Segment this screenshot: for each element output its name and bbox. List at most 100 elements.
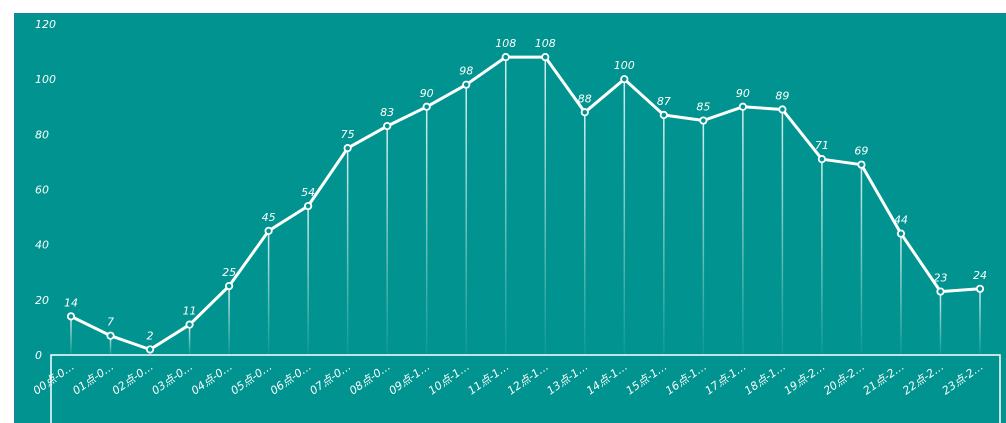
x-tick-label: 15点-1… <box>624 360 670 398</box>
x-tick-label: 10点-1… <box>426 360 472 398</box>
data-point <box>501 52 510 62</box>
series-line <box>69 55 982 351</box>
x-tick-label: 12点-1… <box>505 360 551 398</box>
y-tick-label: 0 <box>35 349 42 362</box>
data-label: 98 <box>459 65 473 78</box>
data-label: 54 <box>301 186 315 199</box>
data-label: 108 <box>535 37 556 50</box>
data-label: 89 <box>775 90 789 103</box>
data-label: 23 <box>933 272 947 285</box>
y-tick-label: 40 <box>35 239 49 252</box>
drop-line <box>188 324 191 355</box>
x-tick-label: 01点-0… <box>70 360 116 398</box>
data-point <box>975 284 985 293</box>
drop-line <box>821 159 823 355</box>
data-labels: 14 7 2 11 25 45 54 75 83 90 98 108 108 88 100 87 85 90 89 7… <box>64 37 987 342</box>
data-label: 45 <box>262 211 276 224</box>
drop-line <box>900 233 902 355</box>
drop-line <box>346 148 349 355</box>
data-label: 14 <box>64 296 78 309</box>
x-tick-label: 20点-2… <box>821 360 867 398</box>
data-point <box>343 144 352 153</box>
data-label: 87 <box>657 95 671 108</box>
x-tick-label: 23点-2… <box>940 360 986 398</box>
line-chart: 0 20 40 60 80 100 120 00点-0…01点-0…02点-0…03点-0…… <box>31 18 1001 423</box>
data-point <box>778 105 787 114</box>
drop-line <box>307 206 309 355</box>
data-point <box>264 226 273 235</box>
x-tick-label: 04点-0… <box>189 360 235 398</box>
drop-line <box>860 164 863 355</box>
data-point <box>620 75 629 84</box>
x-tick-label: 17点-1… <box>703 360 749 398</box>
drop-line <box>979 288 981 355</box>
data-point <box>857 160 866 169</box>
drop-line <box>70 316 72 355</box>
y-tick-label: 120 <box>35 18 56 31</box>
data-label: 71 <box>815 139 829 152</box>
drop-line <box>584 112 586 356</box>
data-label: 75 <box>341 128 355 141</box>
x-tick-label: 14点-1… <box>584 360 630 398</box>
drop-line <box>781 109 784 355</box>
data-point <box>699 116 708 125</box>
data-label: 7 <box>107 316 114 329</box>
data-point <box>224 281 234 291</box>
drop-line <box>544 57 547 355</box>
data-point <box>738 102 747 111</box>
x-tick-label: 00点-0… <box>31 360 77 398</box>
data-label: 108 <box>495 37 516 50</box>
x-tick-label: 18点-1… <box>742 360 788 398</box>
x-tick-label: 07点-0… <box>307 360 353 398</box>
x-tick-label: 22点-2… <box>900 360 946 398</box>
x-tick-label: 03点-0… <box>149 360 195 398</box>
drop-line <box>663 115 665 356</box>
y-tick-label: 20 <box>35 294 49 307</box>
data-point <box>106 331 115 340</box>
x-tick-label: 19点-2… <box>782 360 828 398</box>
y-axis: 0 20 40 60 80 100 120 <box>35 18 56 362</box>
drop-line <box>702 120 705 356</box>
data-label: 100 <box>614 59 635 72</box>
data-label: 90 <box>420 87 434 100</box>
drop-line <box>386 126 388 355</box>
x-tick-label: 09点-1… <box>386 360 432 398</box>
data-point <box>383 121 392 131</box>
data-point <box>896 229 906 238</box>
drop-line <box>267 230 270 355</box>
data-point <box>422 102 431 111</box>
drop-line <box>504 57 507 355</box>
data-point <box>936 287 945 296</box>
drop-lines <box>70 57 981 356</box>
data-label: 24 <box>973 269 987 282</box>
drop-line <box>425 106 428 355</box>
data-point <box>462 80 471 89</box>
data-point <box>185 320 194 329</box>
y-tick-label: 80 <box>35 128 49 141</box>
data-label: 44 <box>894 214 908 227</box>
drop-line <box>465 84 467 355</box>
data-label: 83 <box>380 106 394 119</box>
drop-line <box>623 79 626 356</box>
x-tick-label: 21点-2… <box>861 360 907 398</box>
data-points <box>66 52 985 354</box>
x-tick-label: 06点-0… <box>268 360 314 398</box>
x-tick-label: 02点-0… <box>110 360 156 398</box>
data-point <box>817 155 827 164</box>
x-tick-label: 08点-0… <box>347 360 393 398</box>
x-tick-label: 11点-1… <box>466 360 512 398</box>
x-tick-label: 13点-1… <box>545 360 591 398</box>
data-label: 11 <box>183 305 197 318</box>
data-point <box>541 52 550 62</box>
x-axis-labels: 00点-0…01点-0…02点-0…03点-0…04点-0…05点-0…06点-… <box>31 360 986 398</box>
drop-line <box>109 335 112 355</box>
data-label: 25 <box>222 266 236 279</box>
data-label: 2 <box>147 329 154 342</box>
drop-line <box>939 291 942 355</box>
data-label: 85 <box>696 101 710 114</box>
data-point <box>145 345 155 354</box>
x-tick-label: 16点-1… <box>663 360 709 398</box>
data-point <box>304 201 313 211</box>
data-label: 69 <box>854 145 868 158</box>
data-label: 88 <box>578 92 592 105</box>
